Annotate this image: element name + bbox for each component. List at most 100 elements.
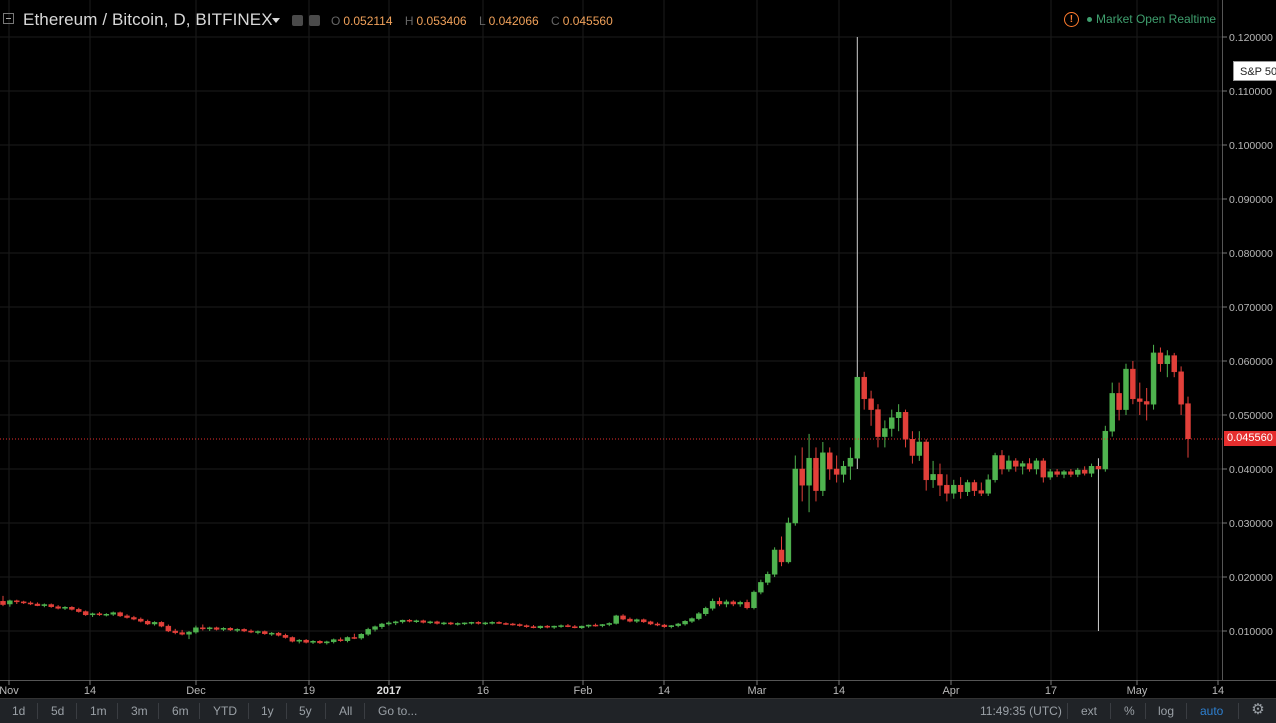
- time-axis-label: 2017: [377, 685, 401, 697]
- range-1d[interactable]: 1d: [12, 704, 26, 718]
- candle-body: [289, 637, 296, 642]
- candle-body: [689, 618, 695, 622]
- candle-body: [971, 482, 978, 491]
- chart-header: Ethereum / Bitcoin, D, BITFINEX O 0.05211…: [0, 0, 1222, 38]
- price-chart[interactable]: 0.120000 0.110000 0.100000 0.090000 0.080000…: [0, 0, 1276, 698]
- candle-body: [806, 457, 812, 486]
- candle-body: [482, 622, 488, 625]
- candle-body: [916, 441, 923, 456]
- candle-body: [854, 376, 861, 459]
- close-value: 0.045560: [562, 14, 613, 28]
- warning-icon[interactable]: !: [1063, 12, 1079, 28]
- candle-body: [158, 622, 165, 627]
- candle-body: [1116, 393, 1122, 410]
- percent-scale-toggle[interactable]: %: [1124, 704, 1135, 718]
- compare-symbol-badge[interactable]: S&P 50: [1233, 61, 1276, 81]
- price-axis-label: 0.050000: [1229, 410, 1273, 422]
- range-1m[interactable]: 1m: [90, 704, 107, 718]
- chart-settings-icon[interactable]: ⚙: [1251, 701, 1265, 718]
- candle-body: [551, 625, 557, 628]
- candle-body: [847, 457, 854, 467]
- range-5d[interactable]: 5d: [51, 704, 65, 718]
- candle-body: [840, 466, 847, 475]
- range-5y[interactable]: 5y: [299, 704, 312, 718]
- candle-body: [1157, 352, 1164, 364]
- candle-body: [723, 601, 730, 605]
- price-axis-label: 0.110000: [1229, 86, 1272, 98]
- candle-body: [324, 641, 330, 644]
- candle-body: [799, 468, 805, 486]
- candle-body: [758, 582, 764, 593]
- collapse-legend-icon[interactable]: [3, 13, 14, 24]
- visibility-eye-icon[interactable]: [292, 15, 303, 26]
- candle-body: [434, 621, 440, 624]
- candle-body: [647, 621, 654, 625]
- candle-body: [193, 627, 199, 633]
- range-3m[interactable]: 3m: [131, 704, 148, 718]
- symbol-title[interactable]: Ethereum / Bitcoin, D, BITFINEX: [23, 10, 273, 29]
- candle-body: [172, 630, 178, 633]
- candle-body: [868, 398, 874, 410]
- candle-body: [220, 628, 227, 630]
- extended-hours-toggle[interactable]: ext: [1081, 704, 1098, 718]
- candle-body: [978, 490, 985, 494]
- time-axis-label: Apr: [942, 685, 959, 697]
- log-scale-toggle[interactable]: log: [1158, 704, 1175, 718]
- candle-body: [627, 618, 633, 622]
- settings-gear-icon[interactable]: [309, 15, 320, 26]
- range-ytd[interactable]: YTD: [213, 704, 237, 718]
- candle-body: [475, 622, 482, 624]
- time-axis-label: Feb: [574, 685, 593, 697]
- candle-body: [1040, 460, 1047, 478]
- market-status[interactable]: ! Market Open Realtime: [1063, 12, 1216, 28]
- candle-body: [55, 606, 61, 609]
- candle-body: [1047, 471, 1053, 478]
- candle-body: [613, 615, 619, 624]
- candle-body: [957, 484, 964, 492]
- candle-body: [420, 620, 426, 623]
- range-all[interactable]: All: [339, 704, 353, 718]
- candle-body: [496, 622, 502, 624]
- range-6m[interactable]: 6m: [172, 704, 189, 718]
- candle-body: [82, 611, 89, 616]
- candle-body: [833, 468, 840, 475]
- candle-body: [1006, 460, 1012, 470]
- candle-body: [964, 482, 971, 492]
- candle-body: [34, 603, 41, 606]
- market-status-text: Market Open Realtime: [1095, 12, 1216, 26]
- candle-body: [275, 632, 282, 636]
- high-label: H: [404, 14, 414, 28]
- utc-clock[interactable]: 11:49:35 (UTC): [980, 704, 1062, 718]
- candle-body: [206, 627, 213, 630]
- candle-body: [895, 412, 902, 418]
- symbol-dropdown-icon[interactable]: [272, 18, 280, 23]
- candle-body: [344, 637, 351, 641]
- candle-body: [820, 452, 826, 491]
- candle-body: [7, 600, 13, 605]
- goto-date-button[interactable]: Go to...: [378, 704, 418, 718]
- candle-body: [523, 625, 530, 627]
- low-label: L: [478, 14, 486, 28]
- candle-body: [317, 641, 323, 644]
- toolbar-divider: [325, 703, 326, 719]
- candle-body: [992, 455, 998, 481]
- candle-body: [882, 428, 888, 437]
- candle-body: [351, 637, 358, 639]
- candle-body: [1013, 460, 1019, 467]
- candle-body: [634, 619, 640, 622]
- range-1y[interactable]: 1y: [261, 704, 274, 718]
- candle-body: [1033, 460, 1040, 470]
- candle-body: [771, 549, 778, 575]
- candle-body: [1109, 393, 1115, 432]
- toolbar-divider: [364, 703, 365, 719]
- candle-body: [1102, 430, 1109, 470]
- candle-body: [675, 623, 681, 626]
- close-label: C: [551, 14, 560, 28]
- candle-body: [227, 628, 234, 631]
- auto-scale-toggle[interactable]: auto: [1200, 704, 1224, 718]
- candle-body: [365, 629, 371, 635]
- status-dot-icon: [1086, 17, 1092, 23]
- last-price-badge: 0.045560: [1224, 431, 1276, 446]
- candle-body: [703, 608, 709, 614]
